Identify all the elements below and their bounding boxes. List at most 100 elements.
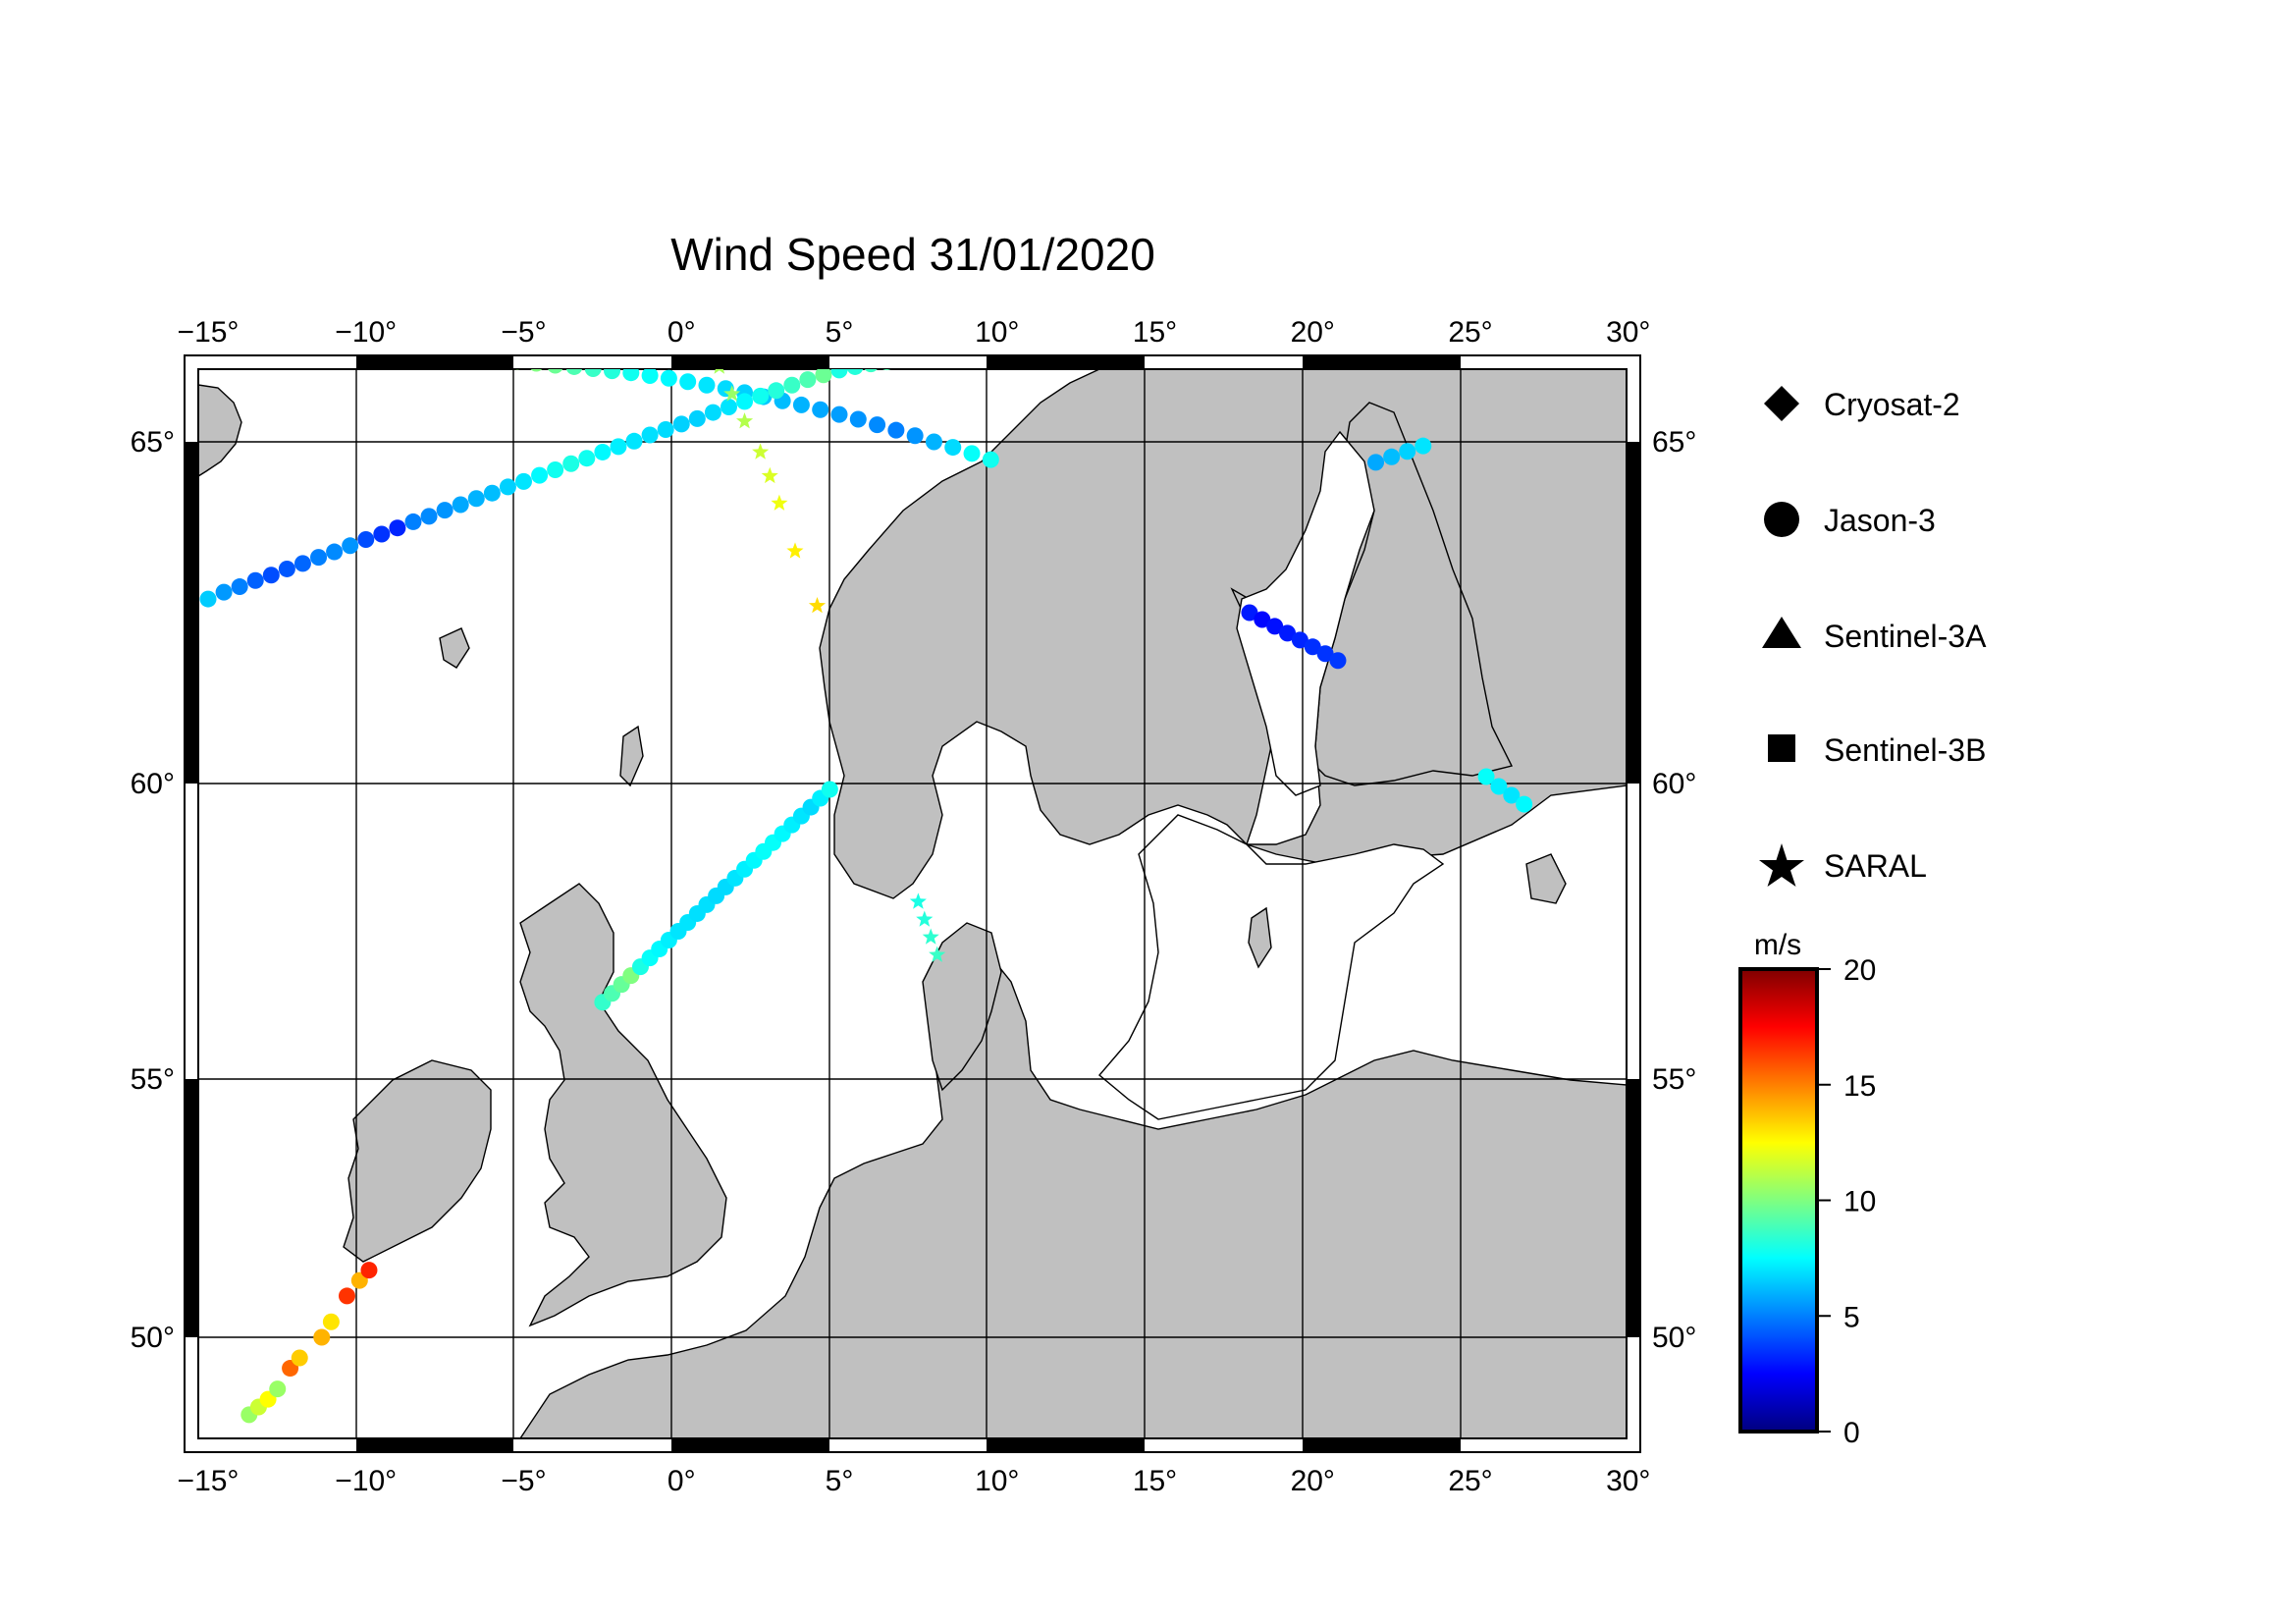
wind-point xyxy=(679,373,697,391)
water-gulf-of-bothnia xyxy=(1236,430,1375,796)
land-gotland xyxy=(1248,906,1272,969)
wind-point xyxy=(864,369,878,373)
wind-point xyxy=(698,376,716,394)
wind-point xyxy=(578,450,596,467)
track-jason-3 xyxy=(240,1262,378,1424)
colorbar-tick-label: 0 xyxy=(1843,1417,1860,1449)
lon-tick-label: 30° xyxy=(1606,316,1650,349)
lon-tick-label: 15° xyxy=(1133,316,1177,349)
lon-tick-label: −10° xyxy=(335,1465,397,1497)
wind-point xyxy=(657,420,674,438)
wind-point xyxy=(887,421,905,439)
track-saral xyxy=(909,893,946,962)
wind-point xyxy=(1316,645,1334,663)
wind-point xyxy=(922,928,939,945)
wind-point xyxy=(1490,778,1508,795)
wind-point xyxy=(1367,454,1385,471)
colorbar-unit: m/s xyxy=(1754,929,1801,961)
water-baltic xyxy=(1098,814,1445,1120)
wind-point xyxy=(322,1313,340,1330)
star-symbol-icon xyxy=(1759,843,1804,887)
wind-point xyxy=(610,438,627,456)
wind-point xyxy=(641,369,659,384)
legend-item-sentinel-3b: Sentinel-3B xyxy=(1768,732,1986,768)
lon-tick-label: 10° xyxy=(975,1465,1019,1497)
wind-point xyxy=(342,537,359,555)
wind-point xyxy=(452,496,469,514)
wind-point xyxy=(547,461,564,479)
lon-tick-label: −5° xyxy=(501,1465,546,1497)
legend-label: SARAL xyxy=(1824,848,1927,884)
lon-tick-label: −10° xyxy=(335,316,397,349)
wind-point xyxy=(1383,448,1401,465)
circle-symbol-icon xyxy=(1764,502,1799,537)
wind-point xyxy=(815,369,832,384)
colorbar-tick-label: 5 xyxy=(1843,1301,1860,1333)
wind-point xyxy=(565,369,583,375)
legend-item-jason-3: Jason-3 xyxy=(1764,502,1936,538)
wind-point xyxy=(1329,652,1347,670)
wind-point xyxy=(882,369,891,371)
wind-point xyxy=(499,478,516,496)
wind-point xyxy=(916,910,934,927)
wind-point xyxy=(792,396,810,413)
land-ireland xyxy=(343,1059,492,1263)
legend-label: Sentinel-3B xyxy=(1824,732,1986,768)
wind-point xyxy=(622,369,640,382)
wind-point xyxy=(849,410,867,428)
legend-label: Sentinel-3A xyxy=(1824,619,1987,654)
lat-tick-label: 55° xyxy=(131,1063,175,1096)
colorbar-gradient xyxy=(1738,967,1819,1434)
lon-tick-label: 30° xyxy=(1606,1465,1650,1497)
wind-point xyxy=(660,369,677,387)
wind-point xyxy=(548,369,563,374)
wind-point xyxy=(1266,618,1284,635)
satellite-legend: Cryosat-2 Jason-3 Sentinel-3A Sentinel-3… xyxy=(1759,386,1987,887)
lat-tick-labels-right: 65° 60° 55° 50° xyxy=(1652,426,1696,1354)
wind-point xyxy=(714,369,725,374)
wind-point xyxy=(1399,443,1416,460)
wind-point xyxy=(926,349,942,365)
track-saral xyxy=(714,369,827,614)
land-faroe xyxy=(439,627,470,669)
lon-tick-label: 5° xyxy=(826,1465,854,1497)
wind-point xyxy=(641,426,659,444)
lon-tick-label: 0° xyxy=(667,1465,696,1497)
wind-point xyxy=(736,412,754,429)
wind-point xyxy=(808,597,827,614)
wind-point xyxy=(812,401,829,418)
wind-point xyxy=(768,382,785,400)
wind-point xyxy=(704,404,721,421)
lon-tick-label: 10° xyxy=(975,316,1019,349)
wind-point xyxy=(906,427,924,445)
land-scandinavia xyxy=(819,369,1627,899)
lat-tick-label: 50° xyxy=(131,1322,175,1354)
wind-point xyxy=(821,781,838,798)
wind-point xyxy=(436,502,454,519)
legend-item-sentinel-3a: Sentinel-3A xyxy=(1762,617,1987,654)
wind-point xyxy=(291,1349,308,1367)
wind-point xyxy=(467,490,485,508)
lon-tick-label: 20° xyxy=(1291,316,1335,349)
wind-point xyxy=(925,433,942,451)
wind-point xyxy=(531,466,549,484)
wind-point xyxy=(1415,437,1432,455)
wind-point xyxy=(326,543,344,561)
lon-tick-label: −15° xyxy=(178,1465,240,1497)
lon-tick-label: 5° xyxy=(826,316,854,349)
wind-point xyxy=(530,369,543,372)
wind-point xyxy=(584,369,602,378)
lon-tick-label: 25° xyxy=(1448,1465,1492,1497)
wind-point xyxy=(246,571,264,589)
wind-point xyxy=(360,1262,378,1279)
colorbar-tick-label: 20 xyxy=(1843,954,1876,987)
wind-point xyxy=(420,508,438,525)
map-title: Wind Speed 31/01/2020 xyxy=(670,229,1155,280)
lon-tick-labels-bottom: −15° −10° −5° 0° 5° 10° 15° 20° 25° 30° xyxy=(178,1465,1651,1497)
wind-point xyxy=(761,466,778,484)
lon-tick-label: 0° xyxy=(667,316,696,349)
track-jason-3 xyxy=(199,349,942,608)
wind-point xyxy=(786,542,804,559)
wind-point xyxy=(1241,604,1258,622)
